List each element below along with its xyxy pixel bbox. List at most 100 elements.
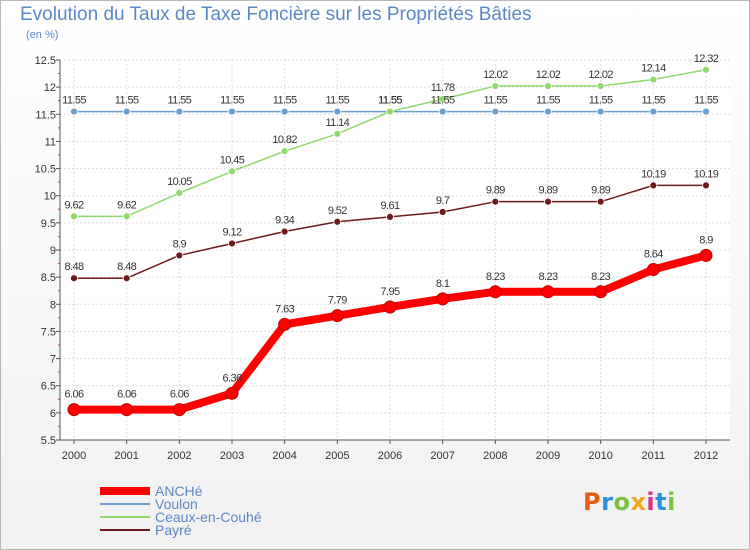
data-label-payre: 9.89 — [591, 185, 610, 197]
data-label-anche: 8.64 — [644, 249, 663, 261]
data-label-payre: 8.9 — [173, 238, 187, 250]
data-point-anche — [278, 317, 292, 331]
data-label-payre: 9.7 — [436, 195, 450, 207]
data-point-voulon — [649, 107, 658, 116]
data-label-voulon: 11.55 — [641, 95, 665, 107]
y-tick-label: 11.5 — [35, 109, 56, 121]
y-tick-label: 10 — [44, 191, 56, 203]
data-point-anche — [541, 285, 555, 299]
logo-letter: P — [583, 488, 602, 516]
data-label-ceaux: 12.32 — [694, 53, 719, 65]
x-tick-label: 2005 — [325, 450, 349, 462]
data-label-payre: 9.12 — [222, 226, 241, 238]
data-point-voulon — [544, 107, 552, 116]
data-label-voulon: 11.55 — [483, 95, 507, 107]
legend-swatch-voulon — [100, 503, 150, 505]
logo-letter: t — [655, 488, 668, 516]
data-label-ceaux: 12.14 — [641, 63, 666, 75]
x-tick-label: 2001 — [114, 450, 138, 462]
y-tick-label: 6.5 — [41, 381, 56, 393]
x-tick-label: 2011 — [642, 450, 666, 462]
legend-swatch-payre — [100, 529, 150, 531]
x-tick-label: 2000 — [62, 450, 86, 462]
data-label-anche: 7.79 — [328, 295, 347, 307]
legend-label-anche: ANCHé — [155, 483, 203, 499]
y-tick-label: 6 — [50, 408, 56, 420]
data-label-payre: 10.19 — [641, 168, 666, 180]
y-tick-label: 11 — [45, 136, 56, 148]
data-point-ceaux — [596, 82, 605, 90]
data-label-payre: 9.89 — [486, 185, 505, 197]
data-label-payre: 8.48 — [117, 261, 136, 273]
y-tick-label: 12.5 — [35, 55, 56, 67]
data-label-voulon: 11.55 — [325, 95, 349, 107]
legend-label-ceaux: Ceaux-en-Couhé — [155, 509, 262, 525]
logo-letter: r — [601, 488, 614, 516]
data-point-voulon — [175, 107, 184, 116]
data-point-ceaux — [175, 189, 184, 197]
data-label-voulon: 11.55 — [115, 95, 139, 107]
data-point-payre — [280, 227, 289, 236]
x-tick-label: 2002 — [167, 450, 191, 462]
data-label-payre: 9.52 — [328, 205, 347, 217]
data-label-anche: 6.36 — [222, 372, 241, 384]
data-label-payre: 9.61 — [380, 200, 399, 212]
data-point-voulon — [491, 107, 500, 116]
x-tick-label: 2003 — [220, 450, 244, 462]
logo-letter: o — [613, 488, 631, 516]
data-label-ceaux: 12.02 — [536, 69, 561, 81]
data-label-anche: 8.9 — [699, 234, 713, 246]
data-label-ceaux: 10.82 — [272, 134, 297, 146]
data-label-voulon: 11.55 — [694, 95, 718, 107]
legend-swatch-ceaux — [100, 516, 150, 518]
data-point-ceaux — [280, 147, 289, 156]
data-point-ceaux — [122, 212, 131, 221]
data-point-payre — [333, 217, 342, 226]
data-point-payre — [596, 197, 605, 206]
y-tick-label: 8.5 — [41, 272, 56, 284]
data-label-ceaux: 10.05 — [167, 176, 192, 188]
data-point-anche — [330, 309, 344, 323]
data-point-payre — [228, 239, 236, 248]
data-point-anche — [383, 300, 397, 314]
data-label-voulon: 11.55 — [378, 95, 402, 107]
logo-letter: i — [667, 488, 676, 516]
data-point-anche — [436, 292, 450, 306]
data-label-ceaux: 9.62 — [117, 199, 136, 211]
data-point-ceaux — [491, 82, 500, 90]
data-label-anche: 8.23 — [591, 271, 610, 283]
data-label-anche: 8.23 — [486, 271, 505, 283]
data-point-payre — [70, 274, 78, 283]
data-label-voulon: 11.55 — [167, 95, 191, 107]
data-point-anche — [699, 248, 713, 262]
x-tick-label: 2004 — [272, 450, 296, 462]
x-tick-label: 2010 — [588, 450, 612, 462]
data-label-ceaux: 11.14 — [325, 117, 349, 129]
data-label-ceaux: 9.62 — [64, 199, 83, 211]
data-point-ceaux — [649, 75, 658, 84]
chart-title: Evolution du Taux de Taxe Foncière sur l… — [20, 4, 532, 25]
data-label-payre: 10.19 — [694, 168, 719, 180]
data-point-payre — [438, 208, 447, 216]
data-point-anche — [120, 403, 134, 417]
data-point-payre — [649, 181, 658, 190]
y-tick-label: 8 — [50, 299, 56, 311]
legend-label-voulon: Voulon — [155, 496, 198, 512]
data-point-payre — [491, 197, 500, 206]
data-point-payre — [175, 251, 184, 260]
data-label-voulon: 11.55 — [536, 95, 560, 107]
data-point-anche — [67, 403, 81, 417]
x-tick-label: 2009 — [536, 450, 560, 462]
data-label-voulon: 11.55 — [220, 95, 244, 107]
data-point-anche — [488, 285, 502, 299]
data-point-ceaux — [70, 212, 78, 221]
data-point-ceaux — [544, 82, 552, 90]
proxiti-logo: Proxiti — [583, 488, 676, 516]
x-tick-label: 2007 — [430, 450, 454, 462]
data-label-anche: 7.95 — [380, 286, 399, 298]
data-label-anche: 7.63 — [275, 303, 294, 315]
data-point-voulon — [280, 107, 289, 116]
data-label-anche: 8.23 — [538, 271, 557, 283]
data-point-payre — [386, 212, 394, 221]
